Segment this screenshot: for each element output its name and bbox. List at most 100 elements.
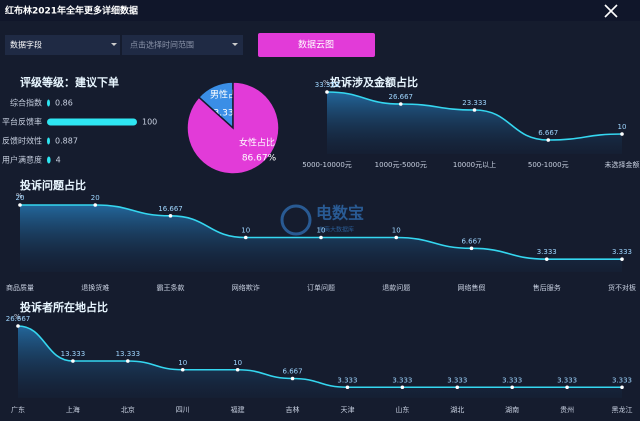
x-tick-label: 广东	[11, 405, 25, 414]
bar-value: 0.86	[55, 99, 73, 108]
y-axis-label: %	[323, 79, 330, 87]
point	[16, 324, 20, 328]
value-label: 10	[233, 359, 242, 367]
watermark-brand: 电数宝	[316, 204, 364, 223]
point	[71, 359, 75, 363]
x-tick-label: 山东	[395, 405, 409, 414]
value-label: 6.667	[461, 237, 481, 245]
close-button[interactable]	[604, 4, 618, 18]
value-label: 33.333	[315, 81, 340, 89]
x-tick-label: 未选择金额	[605, 160, 640, 169]
point	[126, 359, 130, 363]
select-placeholder: 点击选择时间范围	[130, 40, 194, 50]
select-box	[122, 35, 243, 55]
panel-title: 投诉问题占比	[20, 178, 86, 192]
dropdown-arrow	[232, 43, 238, 46]
pie-value: 13.33%	[208, 109, 243, 119]
value-label: 3.333	[537, 248, 557, 256]
point	[620, 257, 624, 261]
value-label: 10	[618, 123, 627, 131]
value-label: 3.333	[447, 376, 467, 384]
x-tick-label: 北京	[121, 405, 135, 414]
x-tick-label: 吉林	[286, 405, 300, 414]
point	[546, 138, 551, 142]
panel-title: 投诉涉及金额占比	[330, 75, 418, 89]
y-axis-label: %	[14, 313, 21, 321]
area-fill	[18, 326, 622, 398]
x-tick-label: 湖南	[505, 405, 519, 414]
value-label: 20	[91, 194, 100, 202]
value-label: 3.333	[557, 376, 577, 384]
value-label: 16.667	[158, 205, 183, 213]
x-tick-label: 黑龙江	[612, 405, 633, 414]
select-box	[5, 35, 120, 55]
x-tick-label: 商品质量	[6, 283, 34, 292]
point	[394, 235, 399, 240]
value-label: 3.333	[502, 376, 522, 384]
value-label: 6.667	[283, 367, 303, 375]
value-label: 26.667	[6, 315, 31, 323]
x-tick-label: 500-1000元	[528, 161, 569, 169]
x-tick-label: 货不对板	[608, 283, 636, 292]
point	[319, 235, 323, 240]
time-select[interactable]: 点击选择时间范围	[122, 35, 243, 55]
bar-label: 平台反馈率	[2, 117, 42, 127]
point	[18, 203, 22, 207]
point	[93, 203, 98, 207]
value-label: 10	[178, 359, 187, 367]
panel-title: 评级等级：建议下单	[20, 75, 119, 89]
value-label: 10	[317, 227, 326, 235]
x-tick-label: 售后服务	[533, 283, 561, 292]
value-label: 20	[16, 194, 25, 202]
point	[180, 367, 185, 372]
x-tick-label: 10000元以上	[453, 160, 496, 169]
bar	[47, 99, 50, 107]
button-bg	[258, 33, 375, 57]
bar-value: 0.887	[55, 137, 78, 146]
x-tick-label: 福建	[231, 405, 245, 414]
value-label: 3.333	[612, 376, 632, 384]
bar	[47, 118, 137, 126]
value-label: 3.333	[337, 376, 357, 384]
bar-label: 综合指数	[10, 98, 42, 108]
pie-label: 女性占比	[239, 137, 275, 149]
bar	[47, 156, 51, 164]
x-tick-label: 网络售假	[458, 283, 486, 292]
point	[565, 385, 569, 390]
point	[243, 235, 248, 240]
point	[620, 385, 624, 390]
button-label: 数据云图	[298, 39, 334, 51]
point	[400, 385, 405, 390]
point	[455, 385, 460, 390]
x-tick-label: 天津	[340, 406, 354, 414]
watermark-logo	[280, 204, 312, 236]
area-fill	[327, 92, 622, 154]
point	[510, 385, 514, 390]
header-bar	[0, 0, 640, 21]
cloud-button[interactable]: 数据云图	[258, 33, 375, 57]
y-axis-label: %	[16, 192, 23, 200]
value-label: 23.333	[462, 99, 487, 107]
bar-value: 100	[142, 118, 157, 127]
watermark: 电数宝 电商大数据库	[280, 204, 364, 236]
bar-label: 反馈时效性	[2, 136, 42, 146]
point	[345, 385, 350, 390]
x-tick-label: 贵州	[560, 405, 574, 414]
watermark-subtitle: 电商大数据库	[318, 226, 354, 234]
value-label: 3.333	[392, 376, 412, 384]
field-select[interactable]: 数据字段	[5, 35, 120, 55]
x-tick-label: 5000-10000元	[302, 161, 352, 169]
header-title: 红布林2021年全年更多详细数据	[5, 5, 138, 17]
value-label: 13.333	[61, 350, 86, 358]
point	[290, 376, 295, 381]
bar-value: 4	[56, 156, 61, 165]
point	[472, 108, 477, 112]
value-label: 26.667	[389, 93, 414, 101]
point	[620, 132, 624, 136]
x-tick-label: 湖北	[450, 405, 464, 414]
close-icon	[604, 4, 618, 18]
point	[544, 257, 549, 261]
x-tick-label: 上海	[66, 405, 80, 414]
value-label: 6.667	[538, 129, 558, 137]
x-tick-label: 订单问题	[307, 283, 335, 292]
